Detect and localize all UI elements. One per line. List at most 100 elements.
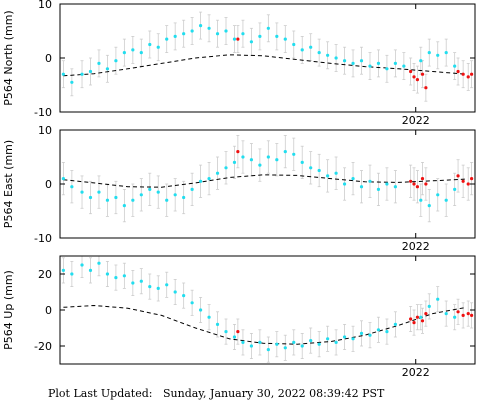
recent-point (420, 177, 425, 181)
recent-point (412, 321, 416, 325)
recent-point (461, 179, 465, 183)
x-tick-label: 2022 (402, 240, 430, 253)
recent-point (412, 182, 416, 186)
observed-point (436, 53, 440, 57)
observed-point (165, 283, 169, 287)
observed-point (376, 328, 381, 332)
observed-point (351, 177, 355, 181)
observed-point (97, 61, 101, 65)
observed-point (148, 285, 152, 289)
observed-point (427, 51, 431, 55)
recent-point (424, 182, 428, 186)
observed-point (444, 51, 448, 55)
observed-point (70, 185, 74, 189)
observed-point (427, 304, 431, 308)
observed-point (61, 177, 65, 181)
observed-point (97, 190, 101, 194)
observed-point (139, 193, 143, 197)
observed-point (326, 53, 330, 57)
observed-point (385, 330, 389, 334)
recent-point (412, 75, 416, 79)
observed-point (224, 29, 228, 33)
y-tick-label: 10 (38, 124, 52, 137)
observed-point (258, 163, 262, 167)
observed-point (198, 24, 203, 28)
observed-point (241, 340, 245, 344)
observed-point (88, 268, 93, 272)
observed-point (368, 333, 372, 337)
recent-point (409, 179, 413, 183)
observed-point (393, 322, 397, 326)
recent-point (461, 72, 465, 76)
observed-point (317, 168, 321, 173)
observed-point (436, 193, 440, 197)
observed-point (190, 29, 194, 33)
recent-point (424, 312, 428, 316)
observed-point (258, 34, 262, 39)
observed-point (224, 330, 228, 334)
observed-point (266, 26, 270, 30)
recent-point (409, 69, 413, 74)
observed-point (359, 185, 364, 189)
observed-point (122, 274, 126, 278)
observed-point (351, 337, 355, 341)
observed-point (156, 286, 160, 290)
observed-point (300, 160, 304, 164)
observed-point (309, 166, 313, 170)
y-axis-label: P564 East (mm) (2, 140, 15, 228)
observed-point (292, 42, 296, 47)
panel-plot-area (61, 134, 474, 223)
observed-point (241, 32, 245, 36)
observed-point (232, 335, 237, 339)
observed-point (359, 331, 364, 335)
plot-updated-footer: Plot Last Updated: Sunday, January 30, 2… (48, 387, 384, 400)
recent-point (456, 69, 460, 74)
observed-point (61, 72, 65, 76)
observed-point (139, 279, 143, 283)
recent-point (466, 182, 470, 186)
observed-point (326, 337, 330, 341)
observed-point (105, 67, 110, 71)
y-tick-label: 0 (45, 178, 52, 191)
observed-point (393, 185, 397, 189)
observed-point (139, 51, 143, 55)
observed-point (334, 340, 338, 344)
observed-point (351, 61, 355, 65)
recent-point (415, 78, 420, 82)
observed-point (368, 64, 372, 68)
panel-plot-area (61, 11, 474, 102)
observed-point (105, 272, 110, 276)
recent-point (470, 177, 474, 181)
observed-point (182, 32, 186, 36)
observed-point (80, 263, 84, 267)
recent-point (456, 310, 460, 314)
model-curve (63, 304, 467, 345)
observed-point (275, 34, 279, 39)
x-tick-label: 2022 (402, 114, 430, 127)
observed-point (249, 158, 254, 162)
observed-point (241, 155, 245, 159)
observed-point (402, 64, 406, 68)
observed-point (198, 308, 203, 312)
observed-point (342, 182, 347, 186)
observed-point (334, 56, 338, 60)
observed-point (258, 340, 262, 344)
observed-point (61, 268, 65, 272)
observed-point (359, 59, 364, 63)
model-curve (63, 54, 467, 77)
observed-point (215, 171, 220, 175)
observed-point (80, 190, 84, 194)
observed-point (88, 195, 93, 200)
observed-point (122, 51, 126, 55)
observed-point (114, 276, 118, 280)
chart-panel-1: 10 0 -10 2022 P564 North (mm) (2, 0, 476, 127)
observed-point (283, 37, 287, 41)
observed-point (190, 301, 194, 305)
observed-point (97, 261, 101, 265)
recent-point (424, 86, 428, 90)
recent-point (420, 72, 425, 76)
observed-point (275, 342, 279, 346)
observed-point (342, 335, 347, 339)
observed-point (419, 59, 423, 63)
observed-point (70, 272, 74, 276)
